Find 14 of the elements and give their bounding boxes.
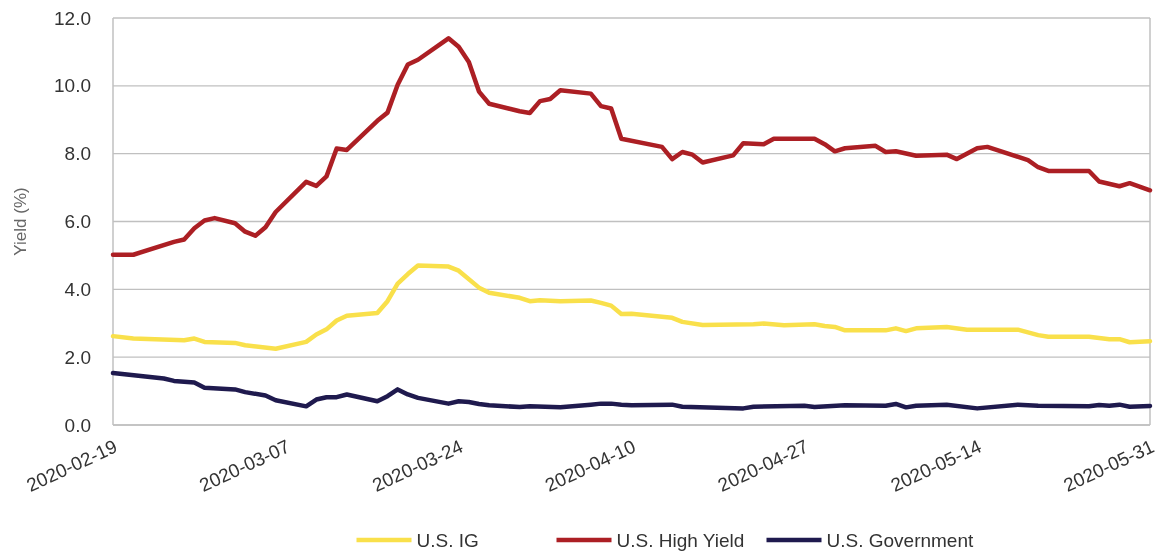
- y-tick-label: 2.0: [64, 346, 91, 368]
- y-tick-label: 6.0: [64, 211, 91, 233]
- y-tick-label: 8.0: [64, 143, 91, 165]
- legend-label: U.S. Government: [826, 529, 974, 551]
- y-tick-label: 12.0: [54, 7, 91, 29]
- legend-label: U.S. High Yield: [616, 529, 745, 551]
- y-tick-label: 0.0: [64, 414, 91, 436]
- y-tick-label: 4.0: [64, 278, 91, 300]
- line-series: [110, 36, 1153, 257]
- y-axis-title: Yield (%): [11, 187, 30, 256]
- line-series: [110, 263, 1153, 351]
- y-tick-label: 10.0: [54, 75, 91, 97]
- line-series: [110, 370, 1153, 411]
- legend-label: U.S. IG: [416, 529, 479, 551]
